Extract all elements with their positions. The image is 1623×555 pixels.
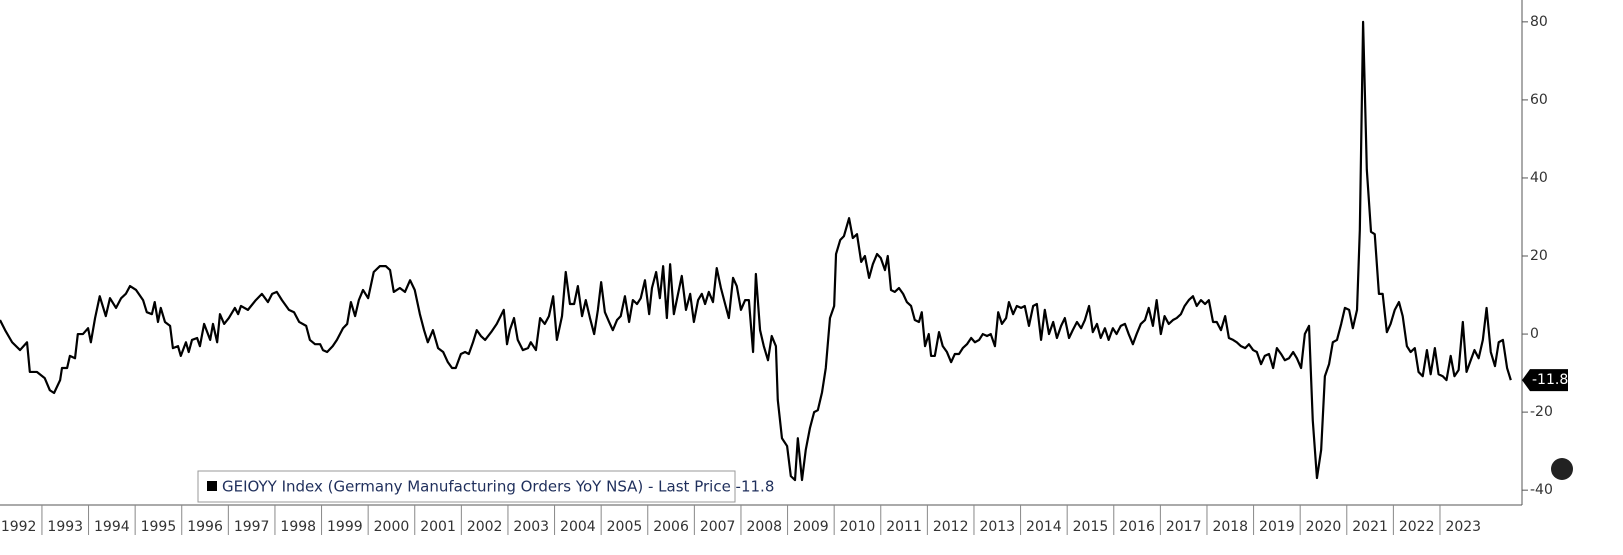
legend-label: GEIOYY Index (Germany Manufacturing Orde… xyxy=(222,478,774,496)
scroll-icon[interactable] xyxy=(1551,458,1573,480)
x-tick-label: 2000 xyxy=(374,519,410,535)
legend: GEIOYY Index (Germany Manufacturing Orde… xyxy=(197,470,774,503)
x-tick-label: 2010 xyxy=(840,519,876,535)
legend-box xyxy=(197,470,736,503)
x-tick-label: 1996 xyxy=(187,519,223,535)
x-tick-label: 2014 xyxy=(1026,519,1062,535)
y-tick-label: 0 xyxy=(1530,326,1539,342)
x-tick-label: 1997 xyxy=(234,519,270,535)
x-tick-label: 2004 xyxy=(560,519,596,535)
x-tick-label: 2009 xyxy=(793,519,829,535)
x-tick-label: 2020 xyxy=(1306,519,1342,535)
y-tick-label: 60 xyxy=(1530,92,1548,108)
x-tick-label: 2001 xyxy=(420,519,456,535)
x-tick-label: 2007 xyxy=(700,519,736,535)
x-tick-label: 2015 xyxy=(1073,519,1109,535)
x-tick-label: 2019 xyxy=(1259,519,1295,535)
y-tick-label: 40 xyxy=(1530,170,1548,186)
x-tick-label: 2021 xyxy=(1352,519,1388,535)
x-tick-label: 1998 xyxy=(280,519,316,535)
x-tick-label: 2003 xyxy=(513,519,549,535)
legend-swatch xyxy=(207,481,217,491)
x-tick-label: 2011 xyxy=(886,519,922,535)
y-tick-label: 20 xyxy=(1530,248,1548,264)
x-tick-label: 2022 xyxy=(1399,519,1435,535)
y-tick-label: -20 xyxy=(1530,404,1553,420)
x-tick-label: 2012 xyxy=(933,519,969,535)
x-tick-label: 2005 xyxy=(607,519,643,535)
y-tick-label: -40 xyxy=(1530,482,1553,498)
x-tick-label: 1994 xyxy=(94,519,130,535)
last-value-label: -11.8 xyxy=(1532,372,1568,388)
x-tick-label: 2018 xyxy=(1212,519,1248,535)
x-tick-label: 2023 xyxy=(1445,519,1481,535)
x-tick-label: 2013 xyxy=(979,519,1015,535)
x-tick-label: 2006 xyxy=(653,519,689,535)
x-tick-label: 1999 xyxy=(327,519,363,535)
series-line xyxy=(0,20,1512,482)
x-tick-label: 2017 xyxy=(1166,519,1202,535)
x-tick-label: 2002 xyxy=(467,519,503,535)
last-value-tag xyxy=(1522,369,1568,392)
plot-area xyxy=(0,20,1512,482)
x-tick-label: 1993 xyxy=(47,519,83,535)
x-tick-label: 2008 xyxy=(746,519,782,535)
y-tick-label: 80 xyxy=(1530,14,1548,30)
x-tick-label: 1992 xyxy=(1,519,37,535)
x-tick-label: 1995 xyxy=(141,519,177,535)
x-tick-label: 2016 xyxy=(1119,519,1155,535)
